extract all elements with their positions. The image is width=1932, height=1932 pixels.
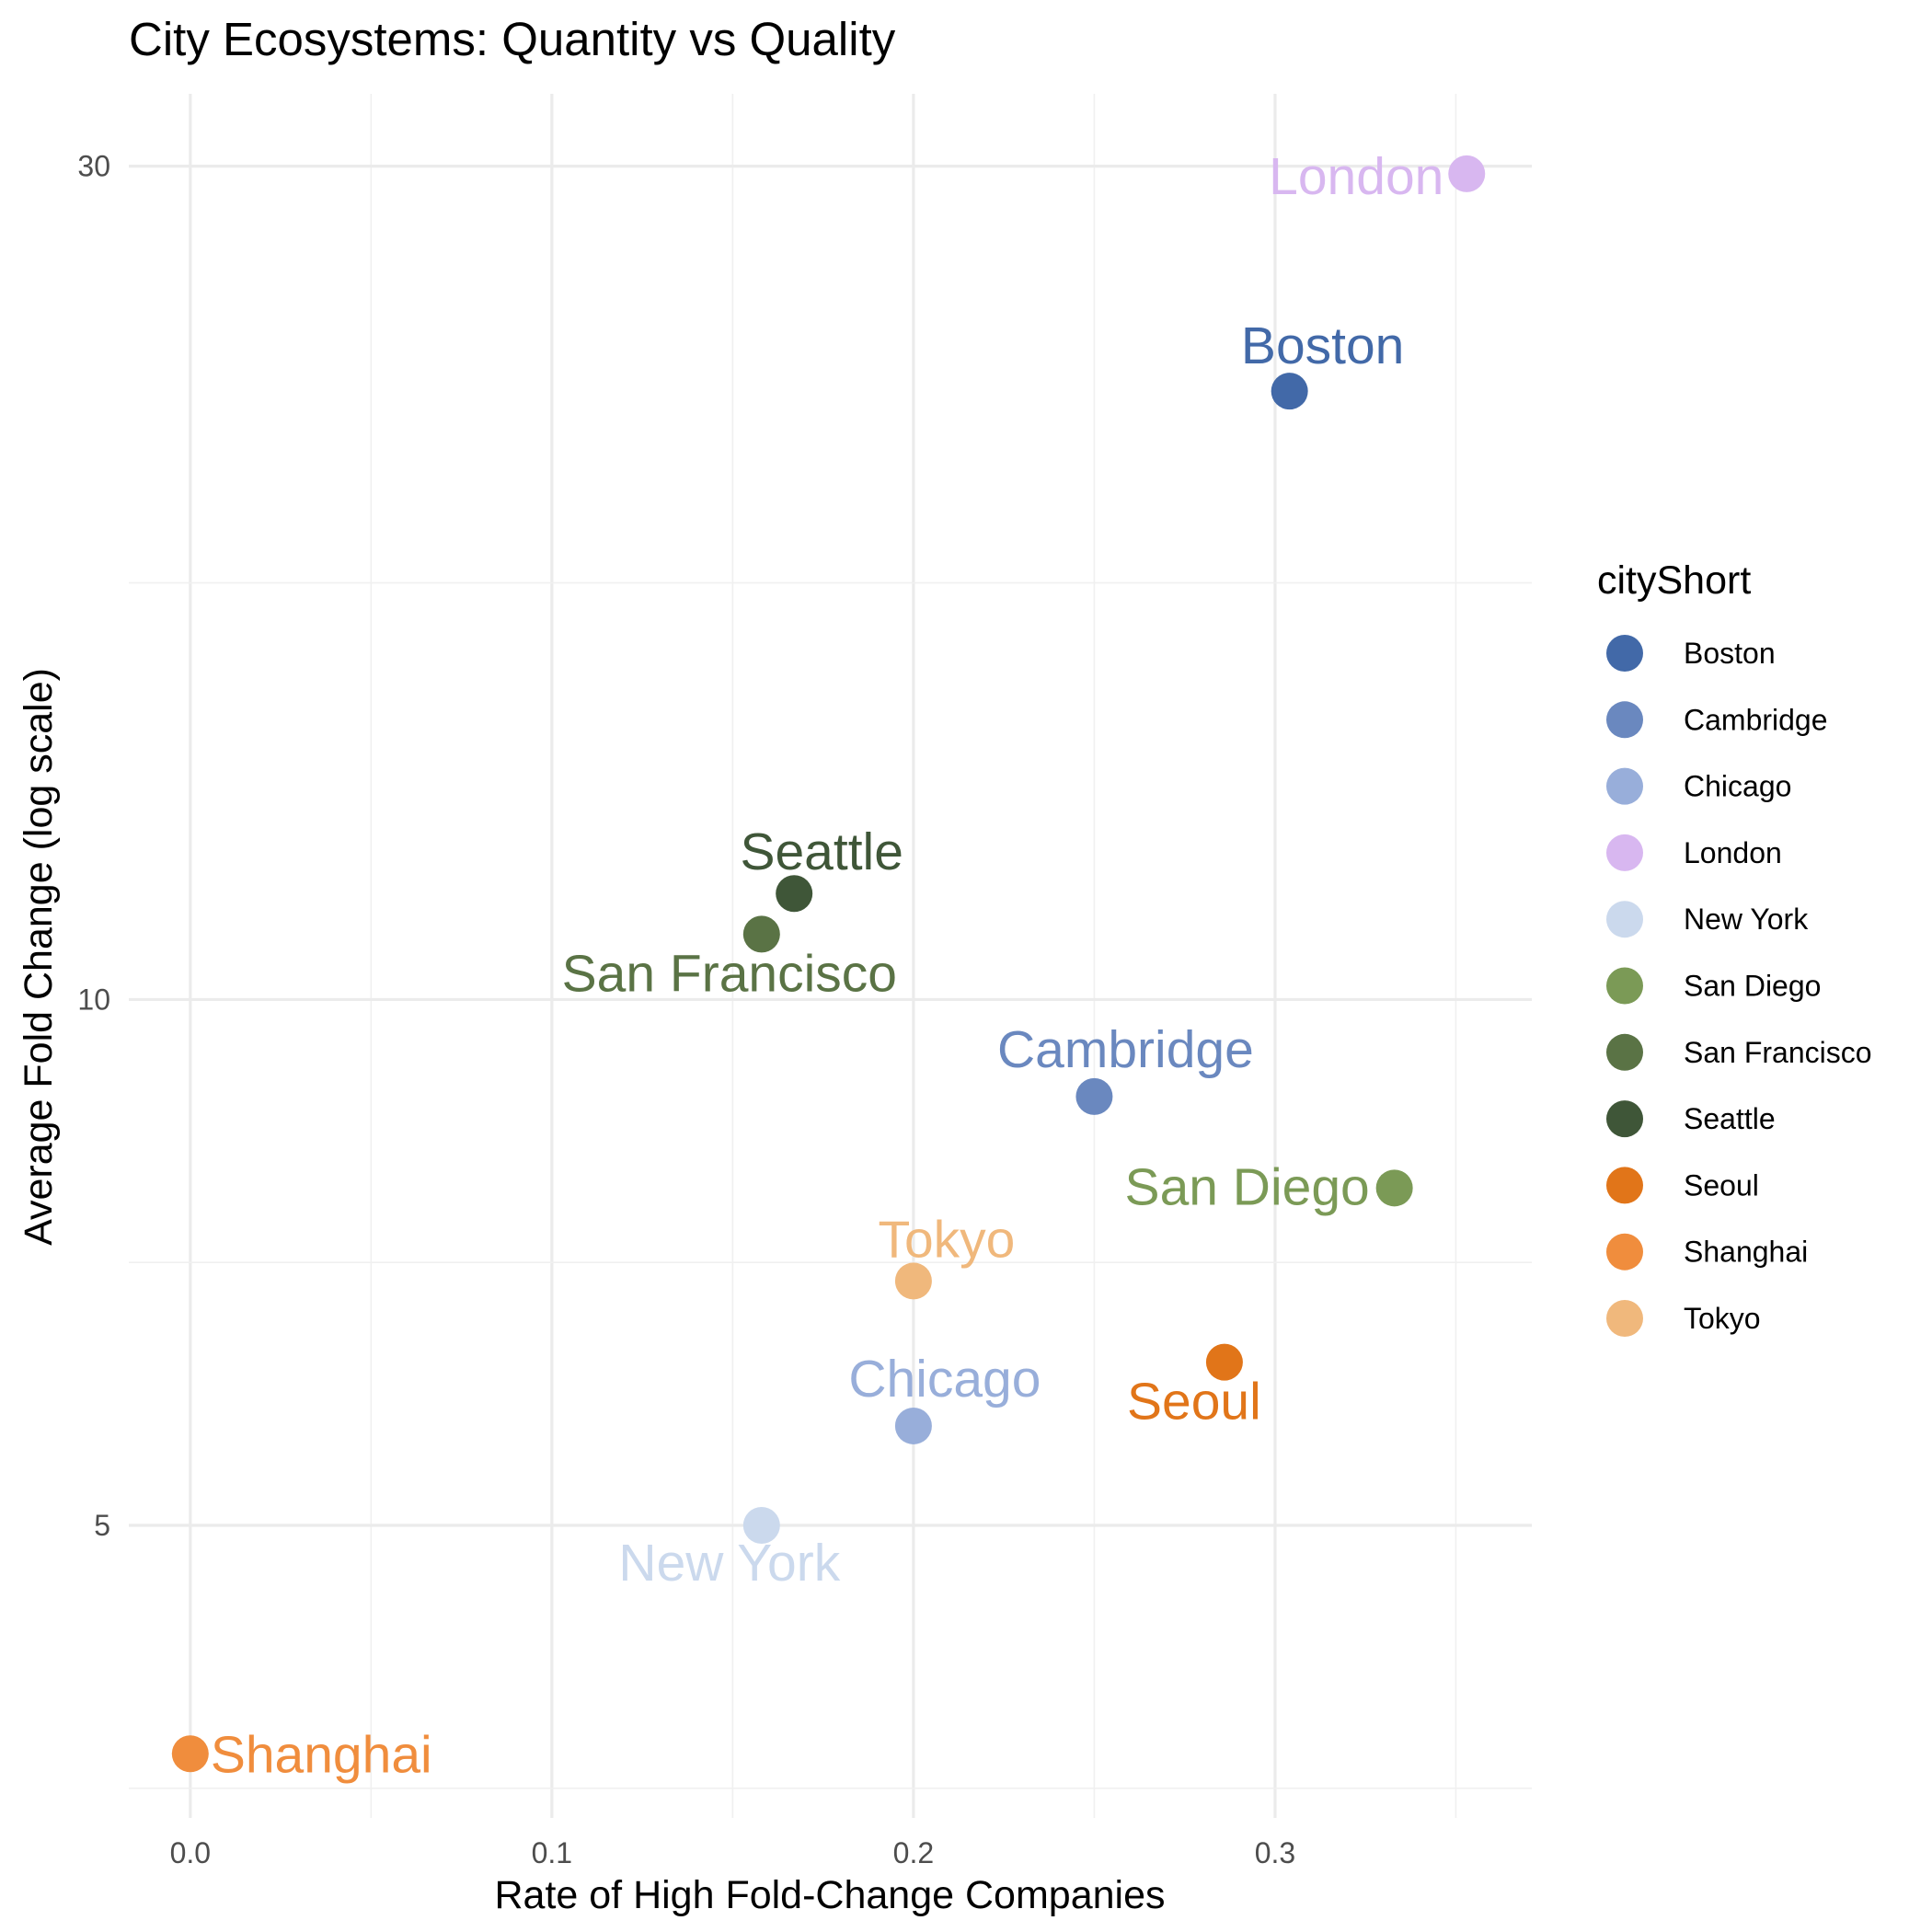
y-tick-label: 30 [77,150,110,183]
y-axis-title: Average Fold Change (log scale) [17,668,61,1246]
legend-key-boston [1606,635,1643,672]
x-tick-label: 0.2 [893,1836,934,1869]
legend-label-seoul: Seoul [1684,1168,1759,1202]
x-tick-label: 0.3 [1255,1836,1295,1869]
axis-ticks: 0.0 0.1 0.2 0.3 5 10 30 [77,150,1295,1869]
grid [129,94,1532,1818]
point-seoul [1205,1343,1243,1381]
legend-label-san-diego: San Diego [1684,970,1821,1003]
point-label-san-francisco: San Francisco [562,944,897,1003]
point-labels: Boston Cambridge Chicago London New York San … [211,147,1444,1784]
legend-key-san-diego [1606,967,1643,1005]
legend-label-cambridge: Cambridge [1684,703,1828,736]
legend-label-new-york: New York [1684,903,1809,936]
point-label-cambridge: Cambridge [997,1020,1254,1079]
legend-title: cityShort [1597,558,1751,603]
legend-key-san-francisco [1606,1033,1643,1071]
legend-item-seattle: Seattle [1606,1100,1776,1138]
data-points [171,155,1486,1773]
point-san-francisco [742,915,780,953]
point-label-san-diego: San Diego [1125,1157,1370,1216]
x-axis-title: Rate of High Fold-Change Companies [494,1873,1165,1917]
legend-label-london: London [1684,836,1782,869]
y-tick-label: 10 [77,983,110,1016]
legend-item-seoul: Seoul [1606,1167,1759,1204]
point-label-chicago: Chicago [848,1350,1041,1409]
legend-item-san-diego: San Diego [1606,967,1821,1005]
y-tick-label: 5 [94,1509,110,1542]
chart-title: City Ecosystems: Quantity vs Quality [129,13,896,65]
legend-item-san-francisco: San Francisco [1606,1033,1872,1071]
legend-item-cambridge: Cambridge [1606,701,1828,739]
legend: cityShort Boston Cambridge Chicago London Ne… [1597,558,1872,1337]
legend-key-new-york [1606,901,1643,938]
legend-key-london [1606,834,1643,871]
point-shanghai [171,1735,209,1773]
legend-item-chicago: Chicago [1606,767,1791,805]
legend-key-tokyo [1606,1300,1643,1337]
legend-item-new-york: New York [1606,901,1809,938]
legend-label-shanghai: Shanghai [1684,1236,1808,1269]
point-label-new-york: New York [618,1534,840,1593]
legend-item-london: London [1606,834,1782,871]
legend-label-tokyo: Tokyo [1684,1302,1761,1335]
point-label-tokyo: Tokyo [878,1210,1015,1269]
x-tick-label: 0.1 [532,1836,572,1869]
legend-label-chicago: Chicago [1684,770,1791,803]
point-seattle [776,875,813,913]
point-label-london: London [1269,147,1443,206]
point-tokyo [894,1262,932,1300]
legend-key-seoul [1606,1167,1643,1204]
point-label-seoul: Seoul [1127,1373,1261,1432]
point-san-diego [1375,1169,1413,1207]
legend-key-cambridge [1606,701,1643,739]
point-label-boston: Boston [1241,316,1404,375]
point-cambridge [1075,1077,1113,1115]
legend-key-shanghai [1606,1233,1643,1271]
point-label-seattle: Seattle [740,822,903,881]
legend-label-san-francisco: San Francisco [1684,1036,1872,1069]
legend-key-chicago [1606,767,1643,805]
legend-item-boston: Boston [1606,635,1776,672]
legend-label-seattle: Seattle [1684,1102,1776,1135]
legend-item-tokyo: Tokyo [1606,1300,1761,1337]
point-london [1448,155,1486,192]
point-new-york [742,1506,780,1544]
legend-key-seattle [1606,1100,1643,1138]
legend-label-boston: Boston [1684,637,1776,670]
point-label-shanghai: Shanghai [211,1725,432,1784]
point-chicago [894,1407,932,1444]
point-boston [1271,373,1308,410]
x-tick-label: 0.0 [170,1836,211,1869]
legend-item-shanghai: Shanghai [1606,1233,1808,1271]
